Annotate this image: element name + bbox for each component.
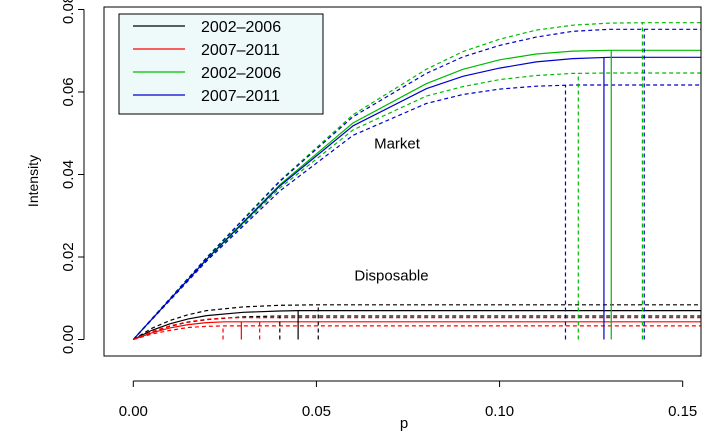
legend-label: 2002–2006	[201, 19, 281, 36]
series-line-disposable-10	[133, 317, 701, 341]
y-tick-label: 0.00	[60, 325, 77, 354]
series-line-disposable-7	[132, 304, 701, 341]
y-axis-label: Intensity	[25, 155, 41, 207]
y-tick-label: 0.06	[60, 77, 77, 106]
series-line-disposable-11	[133, 325, 701, 341]
annotation-market: Market	[374, 136, 421, 153]
legend-box	[118, 13, 324, 115]
annotations: Market Disposable	[354, 136, 428, 285]
x-tick-label: 0.05	[302, 403, 331, 420]
annotation-disposable: Disposable	[354, 268, 428, 285]
series-line-market-0	[132, 49, 701, 340]
plot-frame	[103, 6, 702, 357]
series-line-market-5	[132, 84, 701, 340]
series-line-disposable-8	[133, 315, 701, 341]
series-line-disposable-9	[133, 321, 701, 341]
series-line-market-2	[132, 72, 701, 340]
series-line-disposable-6	[133, 310, 701, 341]
legend-label: 2007–2011	[201, 42, 280, 59]
x-tick-label: 0.10	[485, 403, 514, 420]
x-tick-label: 0.00	[119, 403, 148, 420]
legend: 2002–2006 2007–2011 2002–2006 2007–2011	[118, 13, 324, 115]
y-tick-label: 0.08	[60, 0, 77, 24]
y-tick-label: 0.02	[60, 242, 77, 271]
series-line-market-4	[132, 28, 701, 340]
x-axis-label: p	[400, 415, 408, 432]
legend-label: 2007–2011	[201, 88, 280, 105]
legend-label: 2002–2006	[201, 65, 281, 82]
y-tick-label: 0.04	[60, 160, 77, 189]
series-line-market-3	[132, 56, 701, 340]
axes: 0.00 0.05 0.10 0.15 0.00 0.02 0.04 0.06 0.08	[60, 0, 697, 420]
plot-area	[132, 22, 701, 341]
x-tick-label: 0.15	[668, 403, 697, 420]
